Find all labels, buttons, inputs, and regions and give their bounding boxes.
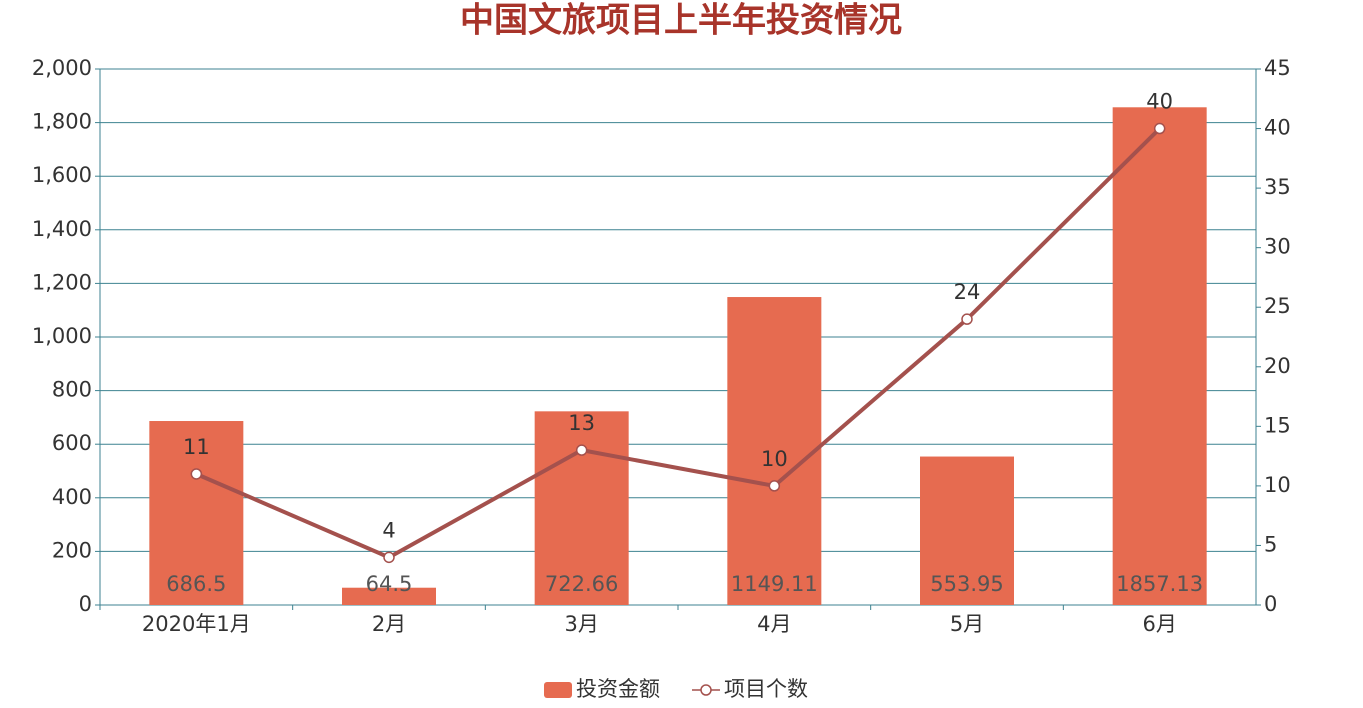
bar xyxy=(342,587,436,605)
y2-tick-label: 10 xyxy=(1264,473,1291,497)
y2-tick-label: 40 xyxy=(1264,116,1291,140)
y2-tick-label: 5 xyxy=(1264,532,1277,556)
x-tick-label: 6月 xyxy=(1142,612,1176,636)
y2-tick-label: 45 xyxy=(1264,56,1291,80)
legend-swatch xyxy=(544,682,572,698)
y2-tick-label: 30 xyxy=(1264,235,1291,259)
x-tick-label: 4月 xyxy=(757,612,791,636)
y-tick-label: 400 xyxy=(52,485,92,509)
bar-value-label: 553.95 xyxy=(930,572,1003,596)
bar-value-label: 1149.11 xyxy=(731,572,818,596)
legend-label: 项目个数 xyxy=(724,677,808,701)
y-tick-label: 800 xyxy=(52,378,92,402)
y-tick-label: 600 xyxy=(52,431,92,455)
y2-tick-label: 35 xyxy=(1264,175,1291,199)
y-tick-label: 1,800 xyxy=(32,110,92,134)
y-tick-label: 1,400 xyxy=(32,217,92,241)
y-tick-label: 1,200 xyxy=(32,270,92,294)
bar xyxy=(727,297,822,605)
line-point xyxy=(768,480,781,492)
y2-tick-label: 25 xyxy=(1264,294,1291,318)
line-value-label: 13 xyxy=(568,411,595,435)
y2-tick-label: 0 xyxy=(1264,592,1277,616)
bar-value-label: 722.66 xyxy=(545,572,618,596)
x-tick-label: 5月 xyxy=(950,612,984,636)
line-point xyxy=(190,468,203,480)
bar xyxy=(149,421,244,605)
bar-value-label: 686.5 xyxy=(166,572,226,596)
y-tick-label: 200 xyxy=(52,538,92,562)
bar xyxy=(1112,107,1207,606)
line-value-label: 40 xyxy=(1146,90,1173,114)
bar-value-label: 1857.13 xyxy=(1116,572,1203,596)
line-value-label: 24 xyxy=(954,280,981,304)
line-point xyxy=(961,313,973,325)
bar xyxy=(920,456,1014,605)
x-tick-label: 3月 xyxy=(564,612,598,636)
legend-swatch xyxy=(700,684,712,696)
y-tick-label: 0 xyxy=(79,592,92,616)
y-tick-label: 1,000 xyxy=(32,324,92,348)
bar xyxy=(534,411,629,605)
line-point xyxy=(575,444,588,456)
line-value-label: 11 xyxy=(183,435,210,459)
line-point xyxy=(383,551,395,564)
line-value-label: 10 xyxy=(761,447,788,471)
y-tick-label: 1,600 xyxy=(32,163,92,187)
x-tick-label: 2月 xyxy=(372,612,406,636)
x-tick-label: 2020年1月 xyxy=(142,612,251,636)
chart-title: 中国文旅项目上半年投资情况 xyxy=(460,1,902,41)
y2-tick-label: 15 xyxy=(1264,413,1291,437)
bar-value-label: 64.5 xyxy=(366,572,413,596)
y-tick-label: 2,000 xyxy=(32,56,92,80)
legend-label: 投资金额 xyxy=(576,677,660,701)
y2-tick-label: 20 xyxy=(1264,354,1291,378)
line-point xyxy=(1153,122,1166,135)
line xyxy=(195,127,1162,560)
line-value-label: 4 xyxy=(382,518,395,542)
